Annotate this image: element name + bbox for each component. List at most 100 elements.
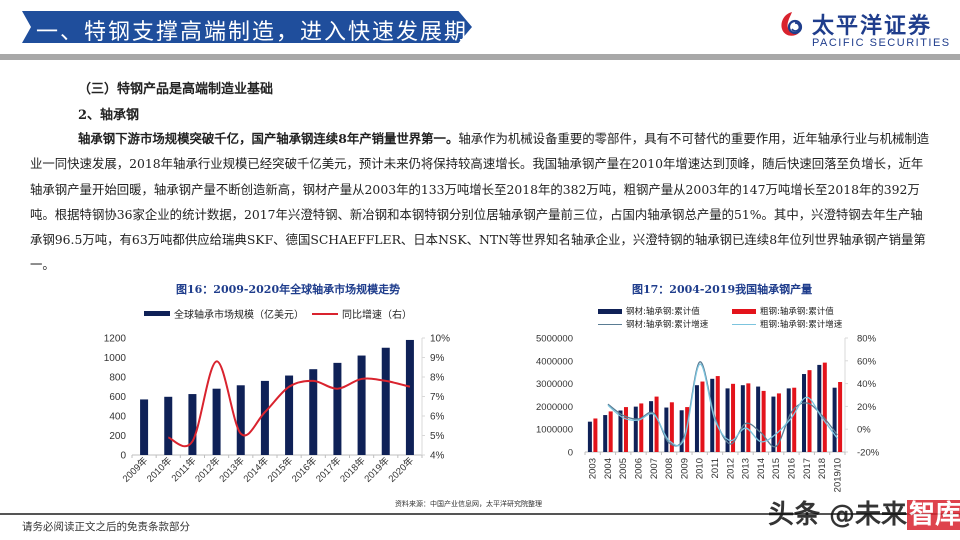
- bar: [633, 406, 638, 452]
- bar: [838, 382, 843, 452]
- bar: [381, 347, 390, 455]
- svg-text:2009: 2009: [679, 458, 690, 479]
- svg-text:9%: 9%: [430, 353, 445, 364]
- chart-title-fig17: 图17：2004-2019我国轴承钢产量: [632, 283, 813, 296]
- sub-heading: 2、轴承钢: [78, 108, 140, 123]
- bar: [771, 396, 776, 452]
- line-swatch-icon: [312, 312, 338, 315]
- bar: [212, 388, 221, 455]
- bar: [756, 386, 761, 452]
- company-logo: 太平洋证券 PACIFIC SECURITIES: [778, 6, 958, 52]
- svg-text:6%: 6%: [430, 412, 445, 423]
- line-swatch-icon: [598, 323, 622, 325]
- bar: [792, 387, 797, 452]
- page-title: 一、特钢支撑高端制造，进入快速发展期: [36, 20, 469, 45]
- svg-text:2011: 2011: [710, 458, 721, 478]
- bar: [669, 402, 674, 452]
- svg-text:2004: 2004: [603, 458, 614, 479]
- svg-text:600: 600: [109, 392, 126, 403]
- bar: [140, 399, 149, 455]
- bar: [236, 385, 245, 455]
- bar: [618, 410, 623, 452]
- disclaimer-text: 请务必阅读正文之后的免责条款部分: [22, 521, 190, 533]
- svg-text:2014: 2014: [756, 458, 767, 479]
- legend-steel-growth: 钢材:轴承钢:累计增速: [598, 318, 708, 330]
- svg-text:5000000: 5000000: [536, 334, 573, 345]
- svg-text:1000: 1000: [104, 353, 127, 364]
- svg-text:20%: 20%: [857, 402, 877, 413]
- footer-divider: [0, 513, 960, 515]
- svg-text:2016年: 2016年: [289, 454, 320, 485]
- legend-crude-cum: 粗钢:轴承钢:累计值: [732, 305, 834, 317]
- bar: [357, 355, 366, 455]
- svg-text:2016: 2016: [786, 458, 797, 479]
- bar: [654, 396, 659, 452]
- bar: [260, 380, 269, 455]
- bar: [608, 411, 613, 452]
- svg-text:80%: 80%: [857, 334, 877, 345]
- bar: [164, 396, 173, 455]
- section-heading: （三）特钢产品是高端制造业基础: [78, 82, 274, 97]
- svg-text:2010: 2010: [695, 458, 706, 479]
- line-swatch-icon: [732, 323, 756, 325]
- svg-text:40%: 40%: [857, 379, 877, 390]
- bar: [776, 393, 781, 452]
- svg-text:800: 800: [109, 373, 126, 384]
- svg-text:2008: 2008: [664, 458, 675, 479]
- logo-name-en: PACIFIC SECURITIES: [812, 37, 951, 49]
- svg-text:2015年: 2015年: [265, 454, 296, 485]
- legend-label: 钢材:轴承钢:累计增速: [626, 320, 709, 330]
- svg-text:4000000: 4000000: [536, 356, 573, 367]
- header-divider: [0, 54, 960, 60]
- line-series: [167, 360, 411, 448]
- bar: [700, 381, 705, 452]
- legend-steel-cum: 钢材:轴承钢:累计值: [598, 305, 700, 317]
- svg-text:2013年: 2013年: [217, 454, 248, 485]
- legend-market-size: 全球轴承市场规模（亿美元）: [144, 306, 304, 321]
- legend-label: 同比增速（右）: [342, 310, 412, 321]
- watermark: 头条 @未来智库: [768, 494, 960, 531]
- data-source: 资料来源：中国产业信息网，太平洋研究院整理: [395, 500, 542, 508]
- svg-text:10%: 10%: [430, 334, 450, 345]
- body-text: 轴承作为机械设备重要的零部件，具有不可替代的重要作用，近年轴承行业与机械制造业一…: [30, 131, 930, 273]
- bar-swatch-icon: [732, 308, 756, 314]
- svg-text:2020年: 2020年: [386, 454, 417, 485]
- svg-text:0: 0: [120, 451, 126, 462]
- bar: [593, 418, 598, 452]
- bar: [715, 376, 720, 452]
- svg-text:2000000: 2000000: [536, 402, 573, 413]
- watermark-highlight: 智库: [907, 500, 960, 530]
- legend-growth: 同比增速（右）: [312, 306, 412, 321]
- svg-text:2011年: 2011年: [169, 454, 199, 484]
- bar-swatch-icon: [598, 308, 622, 314]
- legend-crude-growth: 粗钢:轴承钢:累计增速: [732, 318, 842, 330]
- svg-text:7%: 7%: [430, 392, 445, 403]
- bar: [710, 378, 715, 452]
- svg-text:2010年: 2010年: [144, 454, 175, 485]
- bar: [822, 362, 827, 452]
- bar: [807, 370, 812, 452]
- body-paragraph: 轴承钢下游市场规模突破千亿，国产轴承钢连续8年产销量世界第一。轴承作为机械设备重…: [30, 126, 930, 278]
- bar: [285, 375, 294, 455]
- svg-text:8%: 8%: [430, 373, 445, 384]
- bar: [639, 403, 644, 452]
- svg-text:60%: 60%: [857, 356, 877, 367]
- title-banner: [22, 11, 472, 43]
- svg-text:0: 0: [568, 448, 573, 459]
- bar: [333, 362, 342, 455]
- svg-text:2012: 2012: [725, 458, 736, 479]
- chart-title-fig16: 图16：2009-2020年全球轴承市场规模走势: [176, 283, 401, 296]
- svg-text:2012年: 2012年: [193, 454, 224, 485]
- chart-fig16-plot: 0200400600800100012004%5%6%7%8%9%10%2009…: [104, 334, 450, 485]
- svg-text:2018: 2018: [817, 458, 828, 479]
- bar: [664, 407, 669, 452]
- logo-name-cn: 太平洋证券: [812, 14, 933, 39]
- bar: [309, 369, 318, 455]
- bar: [587, 421, 592, 452]
- svg-text:2018年: 2018年: [338, 454, 369, 485]
- svg-text:2014年: 2014年: [241, 454, 272, 485]
- bar: [603, 415, 608, 452]
- bar-swatch-icon: [144, 311, 170, 316]
- svg-text:2015: 2015: [771, 458, 782, 479]
- legend-label: 钢材:轴承钢:累计值: [626, 307, 700, 317]
